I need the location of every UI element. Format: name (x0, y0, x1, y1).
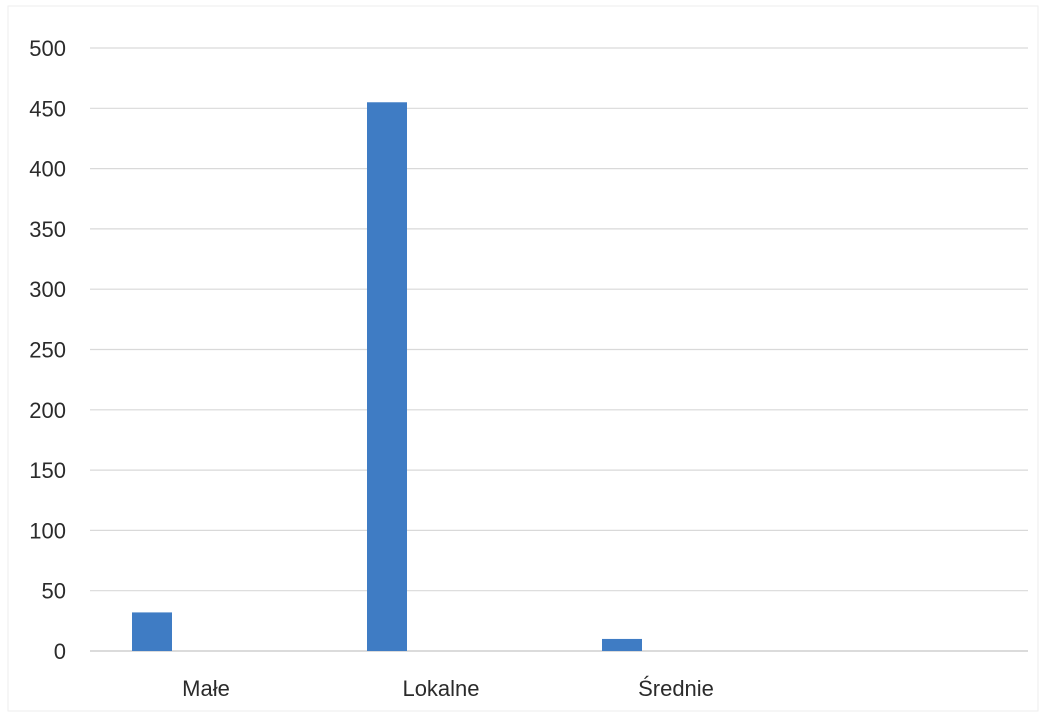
y-tick-label: 300 (29, 277, 66, 302)
y-tick-label: 400 (29, 157, 66, 182)
x-category-label: Małe (182, 676, 230, 701)
x-axis-category-labels: Małe Lokalne Średnie (182, 676, 714, 701)
y-tick-label: 100 (29, 518, 66, 543)
bar-0 (132, 612, 172, 651)
y-tick-label: 450 (29, 96, 66, 121)
y-tick-label: 0 (54, 639, 66, 664)
y-tick-label: 50 (42, 579, 66, 604)
y-tick-label: 500 (29, 36, 66, 61)
y-tick-label: 250 (29, 338, 66, 363)
y-axis-tick-labels: 0 50 100 150 200 250 300 350 400 450 500 (29, 36, 66, 664)
chart-border (7, 5, 1039, 712)
bar-2 (602, 638, 642, 651)
x-category-label: Lokalne (402, 676, 479, 701)
y-tick-label: 350 (29, 217, 66, 242)
gridlines (90, 47, 1028, 652)
x-category-label: Średnie (638, 676, 714, 701)
y-tick-label: 200 (29, 398, 66, 423)
y-tick-label: 150 (29, 458, 66, 483)
bar-1 (367, 102, 407, 651)
bars (132, 102, 642, 651)
